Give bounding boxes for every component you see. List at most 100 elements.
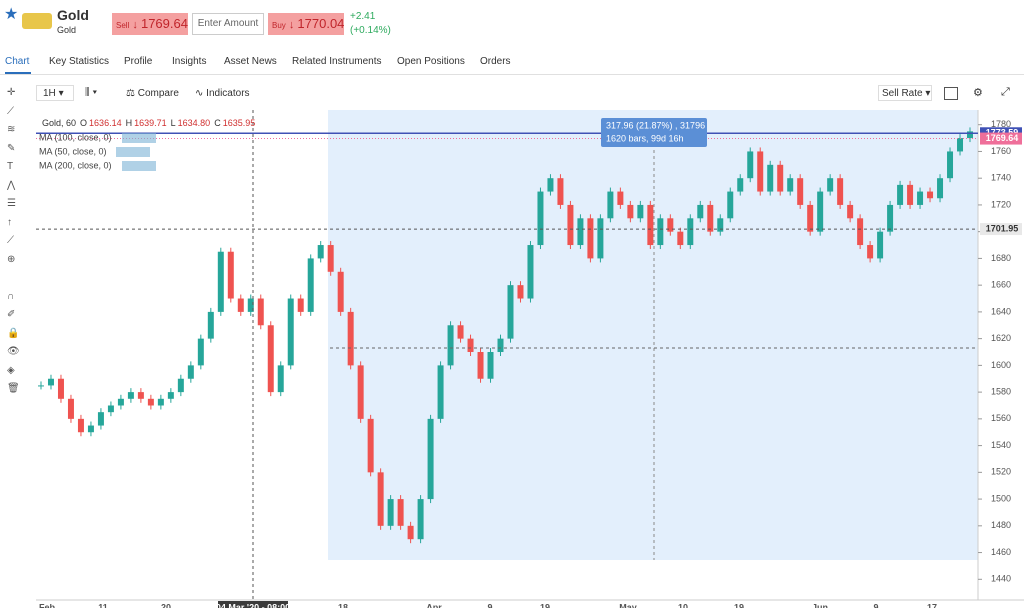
candle: [77, 418, 84, 433]
gold-icon: [22, 13, 52, 29]
chart-style[interactable]: ⫼ ▾: [85, 87, 98, 98]
candle: [647, 204, 654, 246]
candle: [157, 398, 164, 406]
y-tick-label: 1500: [991, 493, 1011, 503]
change: +2.41: [350, 11, 376, 22]
y-tick-label: 1660: [991, 280, 1011, 290]
y-tick-label: 1440: [991, 574, 1011, 584]
x-tick-label: 19: [734, 602, 744, 608]
expand[interactable]: ⤢: [1001, 86, 1010, 98]
candle: [247, 298, 254, 312]
candle: [497, 338, 504, 353]
candle: [637, 204, 644, 219]
y-tick-label: 1780: [991, 119, 1011, 129]
buy-button[interactable]: Buy ↓ 1770.04: [268, 13, 344, 35]
candle: [917, 191, 924, 205]
candle: [517, 285, 524, 299]
candle: [897, 184, 904, 205]
rate-label: Sell Rate: [882, 88, 923, 99]
tab[interactable]: Chart: [5, 56, 30, 67]
candle: [617, 191, 624, 205]
candle: [57, 378, 64, 399]
tab-underline: [5, 72, 31, 74]
price-tag-label: 1769.64: [986, 133, 1019, 143]
candle: [877, 231, 884, 259]
legend-value: 1634.80: [178, 118, 211, 128]
x-tick-label: Feb: [39, 602, 56, 608]
candle: [657, 218, 664, 246]
candle: [457, 325, 464, 339]
candle: [377, 472, 384, 526]
candle: [757, 151, 764, 192]
tab[interactable]: Asset News: [224, 56, 277, 67]
measure-box: [601, 118, 707, 147]
candle: [467, 338, 474, 353]
x-tick-label: Apr: [426, 602, 442, 608]
star[interactable]: ★: [4, 6, 19, 23]
subtitle: Gold: [57, 25, 77, 35]
y-tick-label: 1720: [991, 199, 1011, 209]
candle: [927, 191, 934, 199]
candle: [947, 151, 954, 179]
price-tag: [980, 223, 1022, 236]
rate-select[interactable]: Sell Rate ▾: [878, 85, 932, 101]
candle: [187, 365, 194, 379]
candle: [837, 178, 844, 205]
side-tools[interactable]: ✛ ⟋ ≋ ✎ T ⋀ ☰ ↑ ⟋ ⊕ ∩ ✐ 🔒 👁 ◈ 🗑: [7, 87, 20, 394]
tab[interactable]: Open Positions: [397, 56, 465, 67]
settings[interactable]: ⚙: [973, 87, 983, 99]
measure-line2: 1620 bars, 99d 16h: [606, 133, 684, 143]
candle: [777, 164, 784, 192]
indicator: MA (100, close, 0): [39, 132, 112, 142]
candle: [147, 398, 154, 406]
sell-button[interactable]: Sell ↓ 1769.64: [112, 13, 188, 35]
candle: [287, 298, 294, 366]
legend-value: 1639.71: [134, 118, 167, 128]
candle: [367, 418, 374, 473]
amount-input[interactable]: Enter Amount: [192, 13, 264, 35]
tab[interactable]: Insights: [172, 56, 207, 67]
candle: [267, 325, 274, 393]
fullscreen[interactable]: [944, 87, 958, 100]
candle: [787, 178, 794, 192]
legend-label: O: [80, 118, 87, 128]
candle: [887, 204, 894, 232]
candle: [707, 204, 714, 232]
interval[interactable]: 1H ▾: [36, 85, 74, 101]
candle: [197, 338, 204, 366]
tab[interactable]: Profile: [124, 56, 153, 67]
candle: [67, 398, 74, 419]
candle: [547, 178, 554, 192]
indicators[interactable]: ∿ Indicators: [195, 88, 250, 99]
x-tick-label: 20: [161, 602, 171, 608]
tab[interactable]: Orders: [480, 56, 511, 67]
candle: [847, 204, 854, 219]
tab[interactable]: Related Instruments: [292, 56, 382, 67]
tab[interactable]: Key Statistics: [49, 56, 110, 67]
candle: [227, 251, 234, 299]
candle: [807, 204, 814, 232]
price-tag-label: 1701.95: [986, 223, 1019, 233]
legend: Gold, 60 O 1636.14 H 1639.71 L 1634.80 C 1635.95: [42, 118, 255, 128]
x-tick-label: 9: [487, 602, 492, 608]
sell-price: 1769.64: [140, 16, 188, 31]
candle: [297, 298, 304, 312]
y-tick-label: 1580: [991, 386, 1011, 396]
candle: [97, 412, 104, 426]
candle: [507, 285, 514, 339]
candle: [257, 298, 264, 326]
candle: [447, 325, 454, 366]
indicator-controls: [122, 161, 156, 171]
candle: [107, 405, 114, 413]
title: Gold: [57, 7, 89, 23]
measure-line1: 317.96 (21.87%) , 31796: [606, 120, 705, 130]
x-tick-label: 9: [873, 602, 878, 608]
y-tick-label: 1540: [991, 440, 1011, 450]
compare[interactable]: ⚖ Compare: [126, 88, 179, 99]
candle: [577, 218, 584, 246]
candle: [37, 385, 44, 387]
candle: [867, 245, 874, 259]
candle: [797, 178, 804, 205]
candle: [417, 499, 424, 540]
